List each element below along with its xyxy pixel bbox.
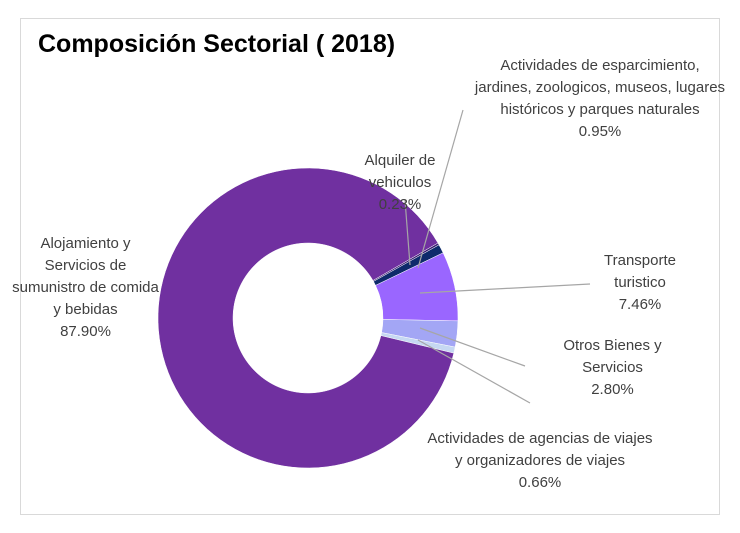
chart-title: Composición Sectorial ( 2018) bbox=[38, 30, 396, 58]
category-name: Otros Bienes y Servicios bbox=[563, 337, 662, 376]
leader-line bbox=[417, 339, 531, 404]
category-name: Actividades de agencias de viajes y orga… bbox=[427, 430, 653, 469]
value-label: 7.46% bbox=[618, 296, 662, 313]
category-name: Transporte turistico bbox=[604, 252, 676, 291]
slice-label: Alojamiento y Servicios de sumunistro de… bbox=[8, 233, 163, 343]
leader-line bbox=[419, 283, 591, 294]
slice-label: Actividades de esparcimiento, jardines, … bbox=[470, 55, 730, 143]
slice-label: Otros Bienes y Servicios 2.80% bbox=[545, 335, 680, 401]
value-label: 0.95% bbox=[578, 123, 622, 140]
category-name: Alquiler de vehiculos bbox=[364, 152, 436, 191]
slice-label: Actividades de agencias de viajes y orga… bbox=[425, 428, 655, 494]
slice-label: Transporte turistico 7.46% bbox=[580, 250, 700, 316]
chart-frame bbox=[20, 18, 720, 515]
category-name: Actividades de esparcimiento, jardines, … bbox=[474, 57, 726, 118]
slice-label: Alquiler de vehiculos 0.23% bbox=[350, 150, 450, 216]
category-name: Alojamiento y Servicios de sumunistro de… bbox=[12, 235, 159, 318]
value-label: 87.90% bbox=[60, 323, 111, 340]
value-label: 0.23% bbox=[378, 196, 422, 213]
leader-line bbox=[417, 109, 464, 269]
leader-line bbox=[404, 199, 411, 266]
donut-slice bbox=[157, 167, 455, 469]
value-label: 2.80% bbox=[591, 381, 634, 398]
value-label: 0.66% bbox=[518, 474, 562, 491]
leader-line bbox=[419, 327, 526, 367]
